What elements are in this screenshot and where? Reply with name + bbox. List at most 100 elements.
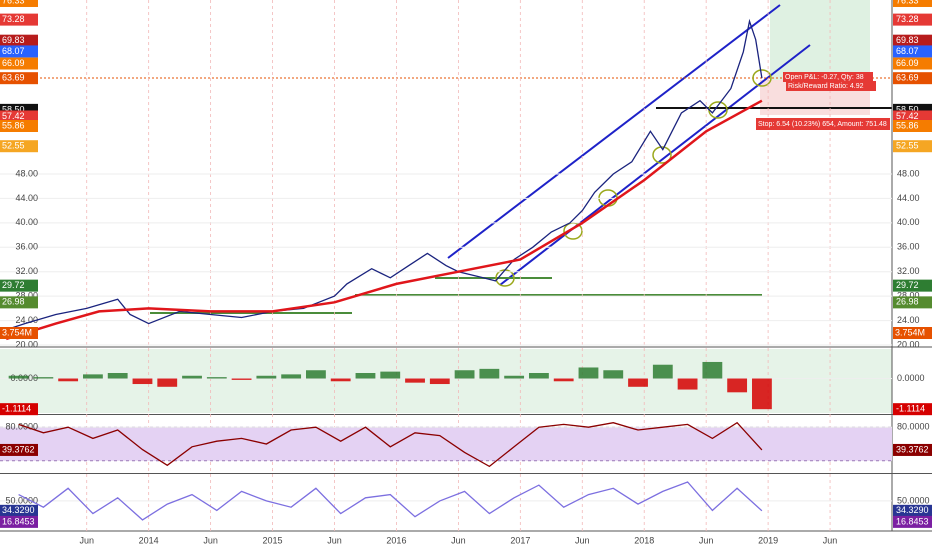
- oscillator-bar: [231, 378, 252, 380]
- oscillator-bar: [553, 378, 574, 382]
- price-label: 68.07: [896, 46, 919, 56]
- price-label: 26.98: [896, 297, 919, 307]
- annotation: Risk/Reward Ratio: 4.92: [788, 83, 864, 90]
- oscillator-bar: [281, 374, 302, 379]
- volume-label-box: [893, 327, 932, 339]
- band: [0, 427, 892, 461]
- price-label-box: [893, 296, 932, 309]
- price-label: 52.55: [2, 141, 25, 151]
- oscillator-bar: [702, 361, 723, 379]
- oscillator-bar: [107, 373, 128, 379]
- oscillator-bar: [380, 371, 401, 379]
- oscillator-bar: [429, 378, 450, 385]
- y-tick-label: 36.00: [897, 242, 920, 252]
- series-line: [5, 18, 763, 331]
- volume-label: 3.754M: [895, 327, 925, 337]
- x-tick-label: Jun: [327, 535, 342, 545]
- y-tick-label: 28.00: [897, 291, 920, 301]
- oscillator-bar: [256, 375, 277, 379]
- price-label-box: [0, 119, 38, 132]
- price-label: 52.55: [896, 141, 919, 151]
- price-label-box: [893, 140, 932, 153]
- y-tick-label: 0.0000: [897, 373, 925, 383]
- price-label-box: [893, 34, 932, 47]
- price-label: 57.42: [896, 111, 919, 121]
- price-label-box: [0, 296, 38, 309]
- price-label-box: [0, 279, 38, 292]
- price-label: 29.72: [2, 280, 25, 290]
- y-tick-label: 50.0000: [5, 495, 38, 505]
- volume-label-box: [0, 327, 38, 339]
- oscillator-bar: [752, 378, 772, 410]
- price-label-box: [893, 515, 932, 528]
- price-label-box: [893, 57, 932, 70]
- y-tick-label: 44.00: [897, 193, 920, 203]
- y-tick-label: 24.00: [15, 315, 38, 325]
- oscillator-bar: [132, 378, 153, 385]
- annotation-box: [786, 81, 876, 91]
- price-label: 34.3290: [896, 505, 929, 515]
- y-tick-label: 32.00: [15, 266, 38, 276]
- oscillator-bar: [405, 378, 425, 383]
- volume-label: 3.754M: [2, 327, 32, 337]
- x-tick-label: 2019: [758, 535, 778, 545]
- price-label-box: [893, 72, 932, 85]
- circle-mark: [652, 146, 672, 164]
- target-zone: [770, 0, 870, 80]
- price-label: 73.28: [896, 14, 919, 24]
- price-label: 58.50: [2, 104, 25, 114]
- oscillator-bar: [8, 375, 29, 379]
- oscillator-bar: [677, 378, 698, 390]
- price-label: 58.50: [896, 104, 919, 114]
- price-label-box: [893, 279, 932, 292]
- price-label: 34.3290: [2, 505, 35, 515]
- x-tick-label: Jun: [203, 535, 218, 545]
- price-label: 26.98: [2, 297, 25, 307]
- annotation: Stop: 6.54 (10.23%) 654, Amount: 751.48: [758, 121, 887, 128]
- price-label-box: [0, 443, 38, 456]
- series-line: [18, 481, 763, 521]
- channel-upper: [447, 4, 781, 259]
- y-tick-label: 20.00: [15, 339, 38, 349]
- price-label: 57.42: [2, 111, 25, 121]
- annotation: Open P&L: -0.27, Qty: 38: [785, 74, 864, 81]
- price-label: 55.86: [2, 120, 25, 130]
- y-tick-label: 20.00: [897, 339, 920, 349]
- price-label: 39.3762: [896, 444, 929, 454]
- y-tick-label: 36.00: [15, 242, 38, 252]
- annotation-box: [783, 72, 873, 82]
- price-label: 76.33: [2, 0, 25, 5]
- price-label: 16.8453: [2, 516, 35, 526]
- x-tick-label: Jun: [823, 535, 838, 545]
- y-tick-label: 40.00: [15, 217, 38, 227]
- price-label-box: [0, 72, 38, 85]
- oscillator-bar: [727, 378, 748, 393]
- price-label: 16.8453: [896, 516, 929, 526]
- price-label: 76.33: [896, 0, 919, 5]
- price-label: 39.3762: [2, 444, 35, 454]
- circle-mark: [752, 69, 772, 87]
- x-tick-label: 2014: [139, 535, 159, 545]
- price-label-box: [0, 0, 38, 7]
- x-tick-label: Jun: [575, 535, 590, 545]
- x-tick-label: 2018: [634, 535, 654, 545]
- price-label-box: [893, 0, 932, 7]
- oscillator-bar: [157, 378, 178, 387]
- x-tick-label: 2016: [386, 535, 406, 545]
- oscillator-bar: [454, 370, 475, 379]
- price-label-box: [0, 57, 38, 70]
- y-tick-label: 50.0000: [897, 495, 930, 505]
- oscillator-bar: [206, 377, 227, 379]
- series-line: [18, 421, 763, 468]
- oscillator-bar: [529, 373, 549, 379]
- oscillator-bar: [330, 378, 351, 382]
- oscillator-bar: [628, 378, 648, 387]
- price-label: 63.69: [2, 73, 25, 83]
- price-label: -1.1114: [896, 404, 925, 414]
- y-tick-label: 44.00: [15, 193, 38, 203]
- price-label-box: [0, 34, 38, 47]
- y-tick-label: 24.00: [897, 315, 920, 325]
- price-label-box: [0, 13, 38, 26]
- oscillator-bar: [479, 368, 500, 379]
- x-tick-label: Jun: [451, 535, 466, 545]
